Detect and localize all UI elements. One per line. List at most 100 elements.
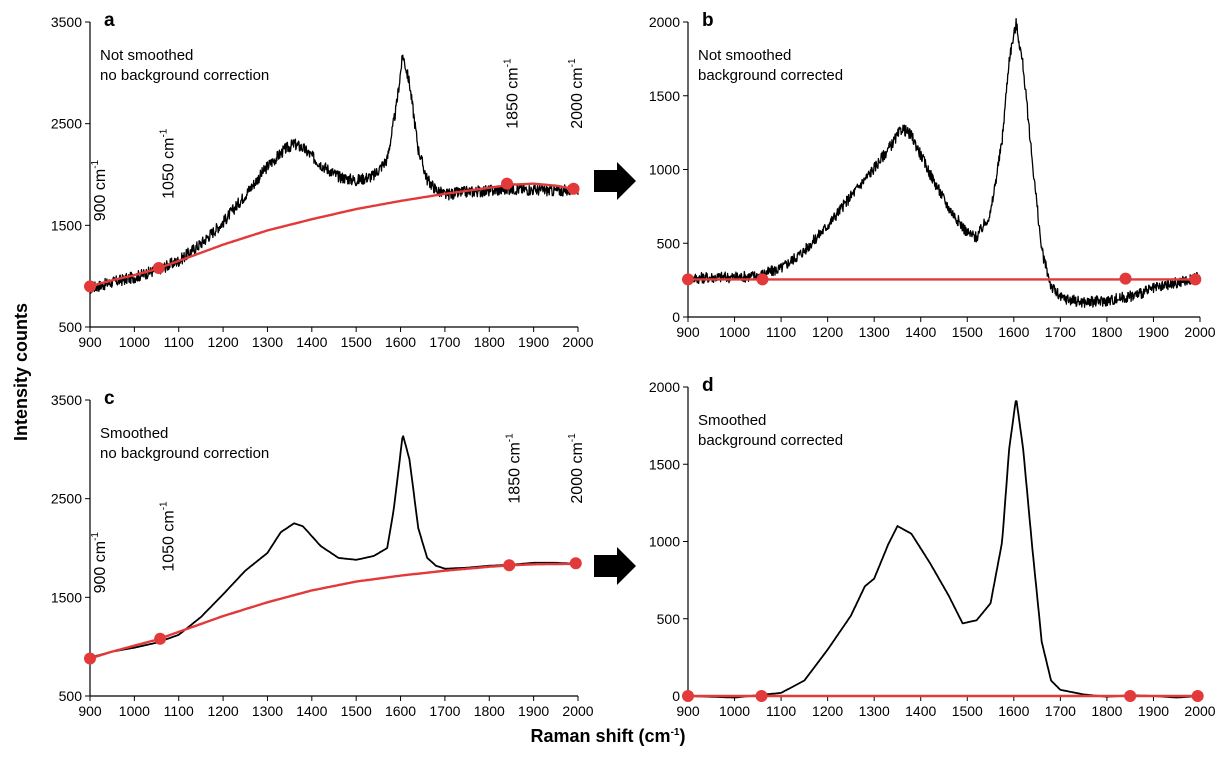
panel-note: Not smoothed <box>698 47 791 64</box>
x-axis-title-main: Raman shift (cm <box>531 726 671 746</box>
y-tick-label: 2000 <box>649 14 680 30</box>
anchor-label: 1850 cm-1 <box>502 58 521 129</box>
anchor-point <box>756 273 769 286</box>
anchor-point <box>1189 273 1202 286</box>
x-tick-label: 1100 <box>164 334 194 350</box>
y-axis-title: Intensity counts <box>11 303 31 441</box>
panel-note: Not smoothed <box>100 47 193 64</box>
y-tick-label: 500 <box>59 319 83 335</box>
panel-letter: a <box>104 10 115 31</box>
y-tick-label: 2500 <box>51 491 82 507</box>
anchor-label-sup: -1 <box>567 58 578 67</box>
x-tick-label: 1500 <box>341 703 372 719</box>
panel-d: 900 1000 1100 1200 1300 1400 1500 1600 1700 1800 1… <box>649 375 1216 719</box>
x-tick-label: 900 <box>78 703 102 719</box>
x-tick-label: 1900 <box>1138 324 1169 340</box>
anchor-label-text: 900 cm <box>92 169 109 221</box>
anchor-point <box>755 690 768 702</box>
x-tick-label: 1400 <box>905 703 936 719</box>
anchor-point <box>503 559 516 572</box>
arrow-icon-top <box>594 162 636 200</box>
anchor-label: 2000 cm-1 <box>567 58 586 129</box>
panel-letter: c <box>104 388 115 409</box>
anchor-label: 1050 cm-1 <box>159 501 178 572</box>
spectrum-line <box>687 18 1201 308</box>
panel-note: background corrected <box>698 432 843 449</box>
x-tick-label: 1700 <box>1045 324 1076 340</box>
panel-note: Smoothed <box>698 412 766 429</box>
panel-a: 900 1000 1100 1200 1300 1400 1500 1600 1700 1800 1… <box>51 10 594 350</box>
y-tick-label: 1500 <box>649 88 680 104</box>
x-axis-title-sup: -1 <box>671 727 680 738</box>
y-tick-label: 0 <box>672 309 680 325</box>
y-tick-label: 0 <box>672 688 680 704</box>
x-tick-label: 1600 <box>998 324 1029 340</box>
anchor-label: 900 cm-1 <box>90 532 109 594</box>
anchor-label-text: 1050 cm <box>161 510 178 571</box>
anchor-label-sup: -1 <box>90 159 101 168</box>
x-tick-label: 1400 <box>905 324 936 340</box>
x-tick-label: 1600 <box>385 334 416 350</box>
x-tick-label: 1000 <box>119 703 150 719</box>
anchor-label-text: 1850 cm <box>504 67 521 128</box>
panel-note: no background correction <box>100 445 269 462</box>
anchor-point <box>682 273 694 286</box>
x-tick-label: 2000 <box>562 334 593 350</box>
x-tick-label: 1200 <box>208 703 239 719</box>
y-tick-label: 1500 <box>51 217 82 233</box>
anchor-point <box>152 262 165 275</box>
x-tick-label: 1200 <box>208 334 239 350</box>
anchor-point <box>569 557 582 570</box>
x-tick-label: 1900 <box>1138 703 1169 719</box>
anchor-point <box>1119 272 1132 285</box>
x-tick-label: 2000 <box>562 703 593 719</box>
x-axis-title: Raman shift (cm-1) <box>531 726 686 746</box>
panel-note: no background correction <box>100 67 269 84</box>
panel-note: Smoothed <box>100 425 168 442</box>
y-tick-label: 1000 <box>649 162 680 178</box>
x-tick-label: 1300 <box>859 324 890 340</box>
x-tick-label: 1800 <box>1091 324 1122 340</box>
panel-b: 900 1000 1100 1200 1300 1400 1500 1600 1700 1800 1… <box>649 10 1216 340</box>
x-tick-label: 2000 <box>1184 703 1215 719</box>
x-tick-label: 1300 <box>252 334 283 350</box>
x-tick-label: 1900 <box>518 703 549 719</box>
anchor-label-text: 1050 cm <box>161 138 178 199</box>
panel-note: background corrected <box>698 67 843 84</box>
anchor-point <box>1191 690 1204 702</box>
y-tick-label: 2000 <box>649 379 680 395</box>
x-tick-label: 900 <box>78 334 102 350</box>
anchor-label-sup: -1 <box>90 532 101 541</box>
anchor-label: 2000 cm-1 <box>567 433 586 504</box>
anchor-label: 900 cm-1 <box>90 159 109 221</box>
x-tick-label: 1700 <box>429 703 460 719</box>
x-tick-label: 1600 <box>385 703 416 719</box>
x-tick-label: 1300 <box>252 703 283 719</box>
x-tick-label: 1100 <box>766 324 796 340</box>
anchor-point <box>84 280 96 293</box>
x-tick-label: 1600 <box>998 703 1029 719</box>
baseline-line <box>89 562 578 660</box>
anchor-label: 1850 cm-1 <box>505 433 524 504</box>
anchor-point <box>682 690 694 702</box>
x-tick-label: 1800 <box>474 334 505 350</box>
y-tick-label: 2500 <box>51 116 82 132</box>
anchor-label-sup: -1 <box>159 128 170 137</box>
x-tick-label: 1000 <box>119 334 150 350</box>
y-tick-label: 3500 <box>51 392 82 408</box>
anchor-point <box>1124 690 1137 702</box>
baseline-line <box>89 182 573 288</box>
anchor-label-text: 2000 cm <box>569 67 586 128</box>
anchor-label-text: 1850 cm <box>507 442 524 503</box>
anchor-label-text: 900 cm <box>92 541 109 593</box>
y-tick-label: 500 <box>657 611 681 627</box>
x-axis-title-tail: ) <box>679 726 685 746</box>
panel-c: 900 1000 1100 1200 1300 1400 1500 1600 1700 1800 1… <box>51 388 594 719</box>
x-tick-label: 1200 <box>812 324 843 340</box>
anchor-label-sup: -1 <box>159 501 170 510</box>
x-tick-label: 1500 <box>341 334 372 350</box>
x-tick-label: 1000 <box>719 324 750 340</box>
x-tick-label: 1800 <box>474 703 505 719</box>
y-tick-label: 1000 <box>649 534 680 550</box>
